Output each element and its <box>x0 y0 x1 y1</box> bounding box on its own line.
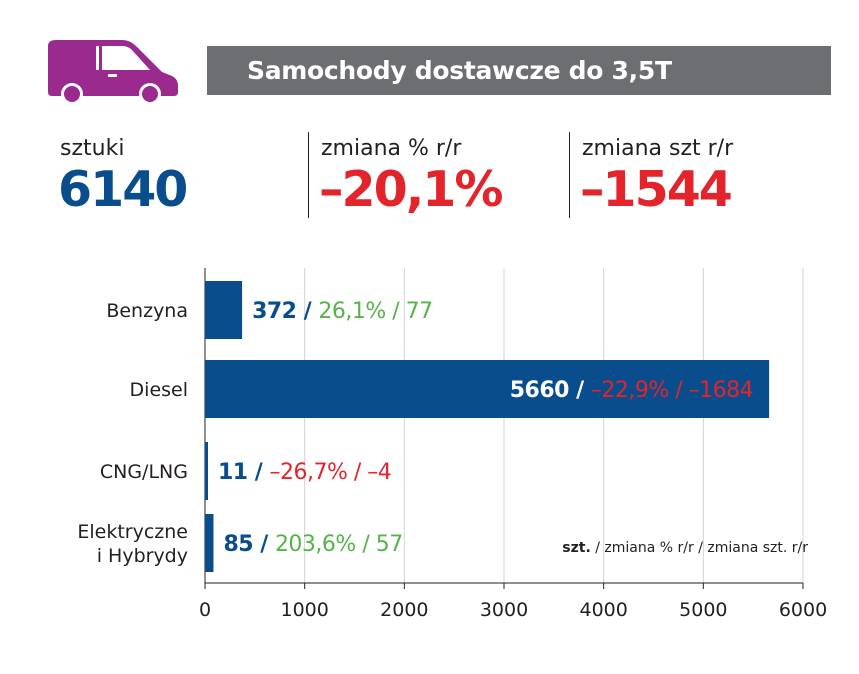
stat-label-units-change: zmiana szt r/r <box>582 136 734 161</box>
data-label: 85 / 203,6% / 57 <box>223 532 402 557</box>
data-label: 11 / –26,7% / –4 <box>218 460 391 485</box>
bar <box>205 442 208 500</box>
bar <box>205 514 214 572</box>
category-label: Elektryczne <box>77 521 188 543</box>
bar <box>205 281 243 339</box>
x-tick-label: 3000 <box>480 599 528 621</box>
x-tick-label: 2000 <box>380 599 428 621</box>
data-label: 5660 / –22,9% / –1684 <box>510 378 753 403</box>
stat-divider <box>569 132 570 218</box>
x-tick-label: 5000 <box>679 599 727 621</box>
stat-value-pct: –20,1% <box>319 161 503 218</box>
stat-value-units: 6140 <box>58 161 188 218</box>
x-tick-label: 1000 <box>280 599 328 621</box>
bar <box>205 360 770 418</box>
stat-label-units: sztuki <box>60 136 125 161</box>
data-label: 372 / 26,1% / 77 <box>252 299 433 324</box>
van-icon <box>48 40 178 104</box>
x-tick-label: 4000 <box>579 599 627 621</box>
chart-legend: szt. / zmiana % r/r / zmiana szt. r/r <box>562 540 808 556</box>
page-title: Samochody dostawcze do 3,5T <box>247 56 672 85</box>
category-label: CNG/LNG <box>100 461 188 483</box>
category-label: Benzyna <box>106 300 188 322</box>
category-label: Diesel <box>130 379 188 401</box>
stat-divider <box>308 132 309 218</box>
category-label: i Hybrydy <box>97 545 188 567</box>
stat-label-pct: zmiana % r/r <box>321 136 462 161</box>
x-tick-label: 6000 <box>779 599 827 621</box>
title-banner: Samochody dostawcze do 3,5T <box>207 46 831 95</box>
x-tick-label: 0 <box>199 599 211 621</box>
stat-value-units-change: –1544 <box>580 161 733 218</box>
